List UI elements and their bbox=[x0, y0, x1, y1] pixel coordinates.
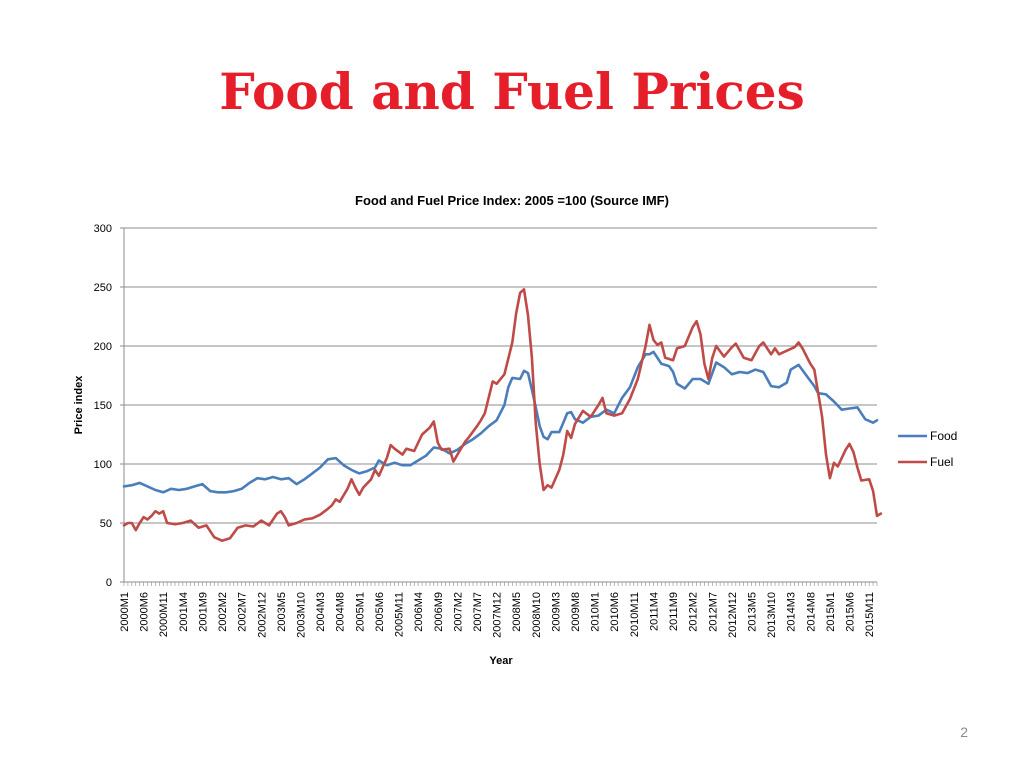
y-tick-labels: 0 50 100 150 200 250 300 bbox=[94, 223, 112, 589]
legend-label-food: Food bbox=[930, 429, 957, 443]
x-tick-label: 2000M1 bbox=[119, 592, 131, 632]
x-tick-labels: 2000M1 2000M6 2000M11 2001M4 2001M9 2002M2 200… bbox=[119, 592, 876, 638]
x-tick-label: 2014M3 bbox=[786, 592, 798, 632]
x-tick-label: 2006M4 bbox=[413, 592, 425, 632]
x-tick-label: 2008M5 bbox=[511, 592, 523, 632]
x-tick-label: 2001M9 bbox=[197, 592, 209, 632]
x-tick-label: 2011M9 bbox=[668, 592, 680, 631]
x-tick-label: 2011M4 bbox=[648, 592, 660, 631]
x-tick-label: 2007M12 bbox=[492, 592, 504, 638]
page-number: 2 bbox=[960, 724, 968, 740]
x-tick-label: 2010M1 bbox=[590, 592, 602, 632]
x-tick-label: 2001M4 bbox=[178, 592, 190, 632]
legend: Food Fuel bbox=[898, 429, 957, 469]
x-tick-label: 2005M1 bbox=[354, 592, 366, 632]
axes bbox=[123, 228, 878, 586]
series-line-food bbox=[122, 350, 879, 494]
x-tick-label: 2007M7 bbox=[472, 592, 484, 632]
x-tick-label: 2010M6 bbox=[609, 592, 621, 632]
x-tick-label: 2000M11 bbox=[158, 592, 170, 637]
y-tick-label: 50 bbox=[100, 518, 112, 530]
x-tick-label: 2015M1 bbox=[825, 592, 837, 632]
x-tick-label: 2015M6 bbox=[845, 592, 857, 632]
y-tick-label: 250 bbox=[94, 282, 112, 294]
x-tick-label: 2005M6 bbox=[374, 592, 386, 632]
gridlines bbox=[120, 227, 877, 583]
y-tick-label: 300 bbox=[94, 223, 112, 235]
x-tick-label: 2000M6 bbox=[139, 592, 151, 632]
x-tick-label: 2005M11 bbox=[394, 592, 406, 637]
legend-label-fuel: Fuel bbox=[930, 455, 953, 469]
y-tick-label: 100 bbox=[94, 459, 112, 471]
x-tick-label: 2013M5 bbox=[747, 592, 759, 632]
x-tick-label: 2009M3 bbox=[550, 592, 562, 632]
x-tick-label: 2003M10 bbox=[295, 592, 307, 638]
x-tick-label: 2004M8 bbox=[335, 592, 347, 632]
y-tick-label: 200 bbox=[94, 341, 112, 353]
x-tick-label: 2004M3 bbox=[315, 592, 327, 632]
x-tick-label: 2015M11 bbox=[864, 592, 876, 637]
chart-title: Food and Fuel Price Index: 2005 =100 (So… bbox=[355, 193, 669, 208]
x-tick-label: 2002M12 bbox=[256, 592, 268, 638]
x-tick-label: 2008M10 bbox=[531, 592, 543, 638]
x-tick-label: 2003M5 bbox=[276, 592, 288, 632]
x-tick-label: 2006M9 bbox=[433, 592, 445, 632]
y-tick-label: 150 bbox=[94, 400, 112, 412]
x-tick-label: 2012M2 bbox=[688, 592, 700, 632]
x-tick-label: 2002M7 bbox=[237, 592, 249, 632]
series-lines bbox=[122, 288, 883, 542]
series-line-fuel bbox=[122, 288, 883, 542]
x-axis-label: Year bbox=[489, 655, 513, 667]
x-tick-label: 2009M8 bbox=[570, 592, 582, 632]
x-tick-label: 2013M10 bbox=[766, 592, 778, 638]
x-tick-label: 2010M11 bbox=[629, 592, 641, 637]
x-tick-label: 2014M8 bbox=[805, 592, 817, 632]
x-tick-label: 2012M7 bbox=[707, 592, 719, 632]
x-tick-label: 2002M2 bbox=[217, 592, 229, 632]
x-tick-label: 2012M12 bbox=[727, 592, 739, 638]
y-axis-label: Price index bbox=[73, 375, 85, 435]
x-tick-label: 2007M2 bbox=[452, 592, 464, 632]
slide-title: Food and Fuel Prices bbox=[219, 62, 805, 121]
y-tick-label: 0 bbox=[106, 577, 112, 589]
